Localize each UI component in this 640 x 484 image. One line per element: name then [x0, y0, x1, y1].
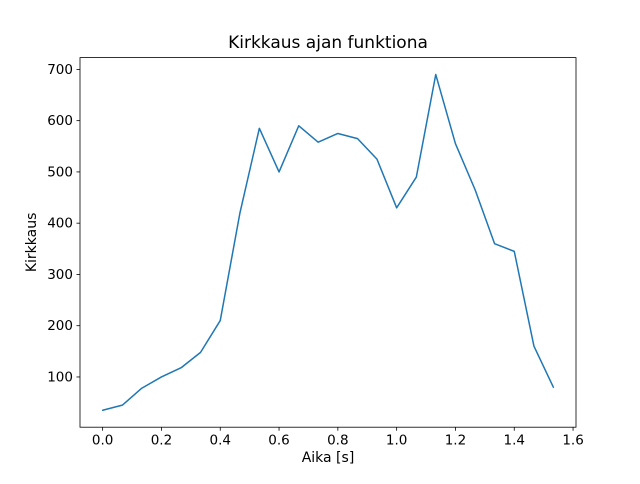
chart-title: Kirkkaus ajan funktiona — [228, 33, 428, 53]
y-tick-label: 300 — [47, 267, 73, 283]
x-tick-label: 0.2 — [151, 433, 172, 449]
x-tick-label: 1.4 — [504, 433, 525, 449]
x-tick-label: 0.6 — [268, 433, 289, 449]
y-tick-label: 600 — [47, 113, 73, 129]
x-axis-label: Aika [s] — [302, 450, 355, 466]
y-tick-label: 400 — [47, 216, 73, 232]
x-axis-ticks: 0.0 0.2 0.4 0.6 0.8 1.0 1.2 1.4 1.6 — [92, 427, 584, 449]
x-tick-label: 1.2 — [445, 433, 466, 449]
y-tick-label: 700 — [47, 62, 73, 78]
plot-border — [79, 57, 577, 428]
y-tick-label: 500 — [47, 164, 73, 180]
x-tick-label: 0.8 — [327, 433, 348, 449]
x-tick-label: 0.4 — [210, 433, 231, 449]
x-tick-label: 1.6 — [562, 433, 583, 449]
y-tick-label: 200 — [47, 318, 73, 334]
y-tick-label: 100 — [47, 369, 73, 385]
x-tick-label: 1.0 — [386, 433, 407, 449]
x-tick-label: 0.0 — [92, 433, 113, 449]
y-axis-ticks: 100 200 300 400 500 600 700 — [47, 62, 80, 385]
y-axis-label: Kirkkaus — [24, 213, 40, 273]
data-line — [101, 73, 555, 412]
